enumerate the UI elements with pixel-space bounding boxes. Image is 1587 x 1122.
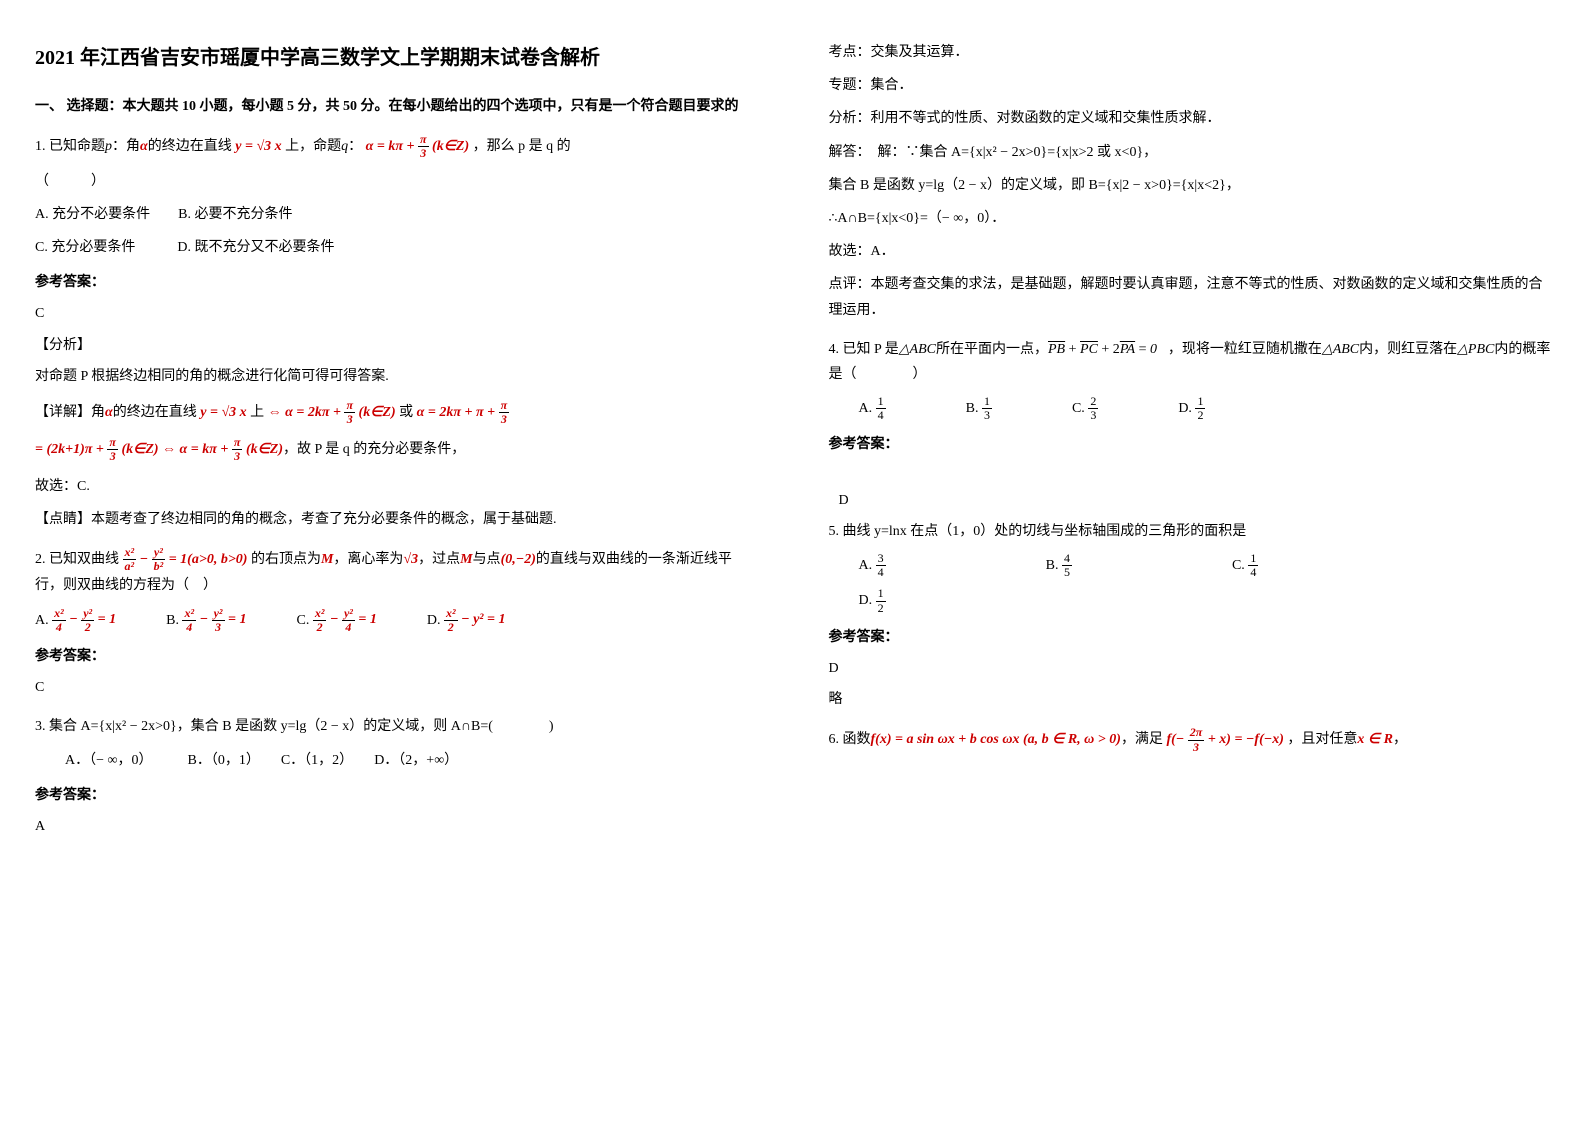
q1-comment: 【点睛】本题考查了终边相同的角的概念，考查了充分必要条件的概念，属于基础题. bbox=[35, 507, 759, 532]
q2-optB: B. x²4 − y²3 = 1 bbox=[166, 607, 246, 634]
q1-optC: C. 充分必要条件 bbox=[35, 240, 135, 255]
section1-header: 一、 选择题：本大题共 10 小题，每小题 5 分，共 50 分。在每小题给出的… bbox=[35, 94, 759, 119]
jieda: 解答： 解：∵集合 A={x|x² − 2x>0}={x|x>2 或 x<0}， bbox=[829, 140, 1553, 165]
question-4: 4. 已知 P 是△ABC所在平面内一点，PB + PC + 2PA = 0⃗，… bbox=[829, 337, 1553, 387]
q1-text: 1. 已知命题p：角α的终边在直线 y = √3 x 上，命题q： α = kπ… bbox=[35, 139, 571, 154]
q5-optA: A. 34 bbox=[859, 552, 886, 579]
fenxi: 分析：利用不等式的性质、对数函数的定义域和交集性质求解． bbox=[829, 106, 1553, 131]
q2-answer-label: 参考答案： bbox=[35, 644, 759, 669]
q5-options-row2: D. 12 bbox=[859, 587, 1553, 614]
q3-optD: D．（2，+∞） bbox=[374, 753, 458, 768]
question-2: 2. 已知双曲线 x²a² − y²b² = 1(a>0, b>0) 的右顶点为… bbox=[35, 546, 759, 599]
q3-optC: C．（1，2） bbox=[281, 753, 346, 768]
q4-optA: A. 14 bbox=[859, 395, 886, 422]
q5-answer-label: 参考答案： bbox=[829, 625, 1553, 650]
q2-options: A. x²4 − y²2 = 1 B. x²4 − y²3 = 1 C. x²2… bbox=[35, 607, 759, 634]
q5-optB: B. 45 bbox=[1046, 552, 1072, 579]
jieda4: 故选：A． bbox=[829, 239, 1553, 264]
q3-optA: A．（− ∞，0） bbox=[65, 753, 146, 768]
q1-analysis-text: 对命题 P 根据终边相同的角的概念进行化简可得可得答案. bbox=[35, 364, 759, 389]
q4-optC: C. 23 bbox=[1072, 395, 1098, 422]
q5-answer: D bbox=[829, 656, 1553, 681]
q1-answer: C bbox=[35, 301, 759, 326]
jieda2: 集合 B 是函数 y=lg（2 − x）的定义域，即 B={x|2 − x>0}… bbox=[829, 173, 1553, 198]
q4-optD: D. 12 bbox=[1178, 395, 1205, 422]
question-3: 3. 集合 A={x|x² − 2x>0}，集合 B 是函数 y=lg（2 − … bbox=[35, 714, 759, 739]
q1-optA: A. 充分不必要条件 bbox=[35, 207, 150, 222]
q1-options-row1: A. 充分不必要条件 B. 必要不充分条件 bbox=[35, 202, 759, 227]
left-column: 2021 年江西省吉安市瑶厦中学高三数学文上学期期末试卷含解析 一、 选择题：本… bbox=[0, 0, 794, 1122]
q1-analysis-label: 【分析】 bbox=[35, 333, 759, 358]
question-5: 5. 曲线 y=lnx 在点（1，0）处的切线与坐标轴围成的三角形的面积是 bbox=[829, 519, 1553, 544]
q1-blank: （ ） bbox=[35, 169, 759, 194]
question-6: 6. 函数f(x) = a sin ωx + b cos ωx (a, b ∈ … bbox=[829, 726, 1553, 753]
q2-answer: C bbox=[35, 675, 759, 700]
right-column: 考点：交集及其运算． 专题：集合． 分析：利用不等式的性质、对数函数的定义域和交… bbox=[794, 0, 1587, 1122]
q1-formula2: = (2k+1)π + π3 (k∈Z) ⇔ α = kπ + π3 (k∈Z)… bbox=[35, 436, 759, 463]
q2-optC: C. x²2 − y²4 = 1 bbox=[297, 607, 377, 634]
q1-options-row2: C. 充分必要条件 D. 既不充分又不必要条件 bbox=[35, 235, 759, 260]
q4-answer: D bbox=[839, 488, 1553, 513]
q4-optB: B. 13 bbox=[966, 395, 992, 422]
q3-answer: A bbox=[35, 814, 759, 839]
kaodian: 考点：交集及其运算． bbox=[829, 40, 1553, 65]
q1-detail: 【详解】角α的终边在直线 y = √3 x 上 ⇔ α = 2kπ + π3 (… bbox=[35, 399, 759, 426]
q4-answer-label: 参考答案： bbox=[829, 432, 1553, 457]
q3-answer-label: 参考答案： bbox=[35, 783, 759, 808]
q1-answer-label: 参考答案： bbox=[35, 270, 759, 295]
zhuanti: 专题：集合． bbox=[829, 73, 1553, 98]
q1-optD: D. 既不充分又不必要条件 bbox=[177, 240, 334, 255]
question-1: 1. 已知命题p：角α的终边在直线 y = √3 x 上，命题q： α = kπ… bbox=[35, 133, 759, 160]
q5-optD: D. 12 bbox=[859, 587, 886, 614]
paper-title: 2021 年江西省吉安市瑶厦中学高三数学文上学期期末试卷含解析 bbox=[35, 40, 759, 76]
q3-optB: B．（0，1） bbox=[188, 753, 253, 768]
dianping: 点评：本题考查交集的求法，是基础题，解题时要认真审题，注意不等式的性质、对数函数… bbox=[829, 272, 1553, 322]
q2-optA: A. x²4 − y²2 = 1 bbox=[35, 607, 116, 634]
q5-options-row1: A. 34 B. 45 C. 14 bbox=[859, 552, 1553, 579]
q5-lue: 略 bbox=[829, 687, 1553, 712]
q1-conclusion: 故选：C. bbox=[35, 474, 759, 499]
q3-options: A．（− ∞，0） B．（0，1） C．（1，2） D．（2，+∞） bbox=[65, 748, 759, 773]
q4-options: A. 14 B. 13 C. 23 D. 12 bbox=[859, 395, 1553, 422]
jieda3: ∴A∩B={x|x<0}=（− ∞，0）． bbox=[829, 206, 1553, 231]
q1-optB: B. 必要不充分条件 bbox=[178, 207, 292, 222]
q5-optC: C. 14 bbox=[1232, 552, 1258, 579]
q2-optD: D. x²2 − y² = 1 bbox=[427, 607, 506, 634]
